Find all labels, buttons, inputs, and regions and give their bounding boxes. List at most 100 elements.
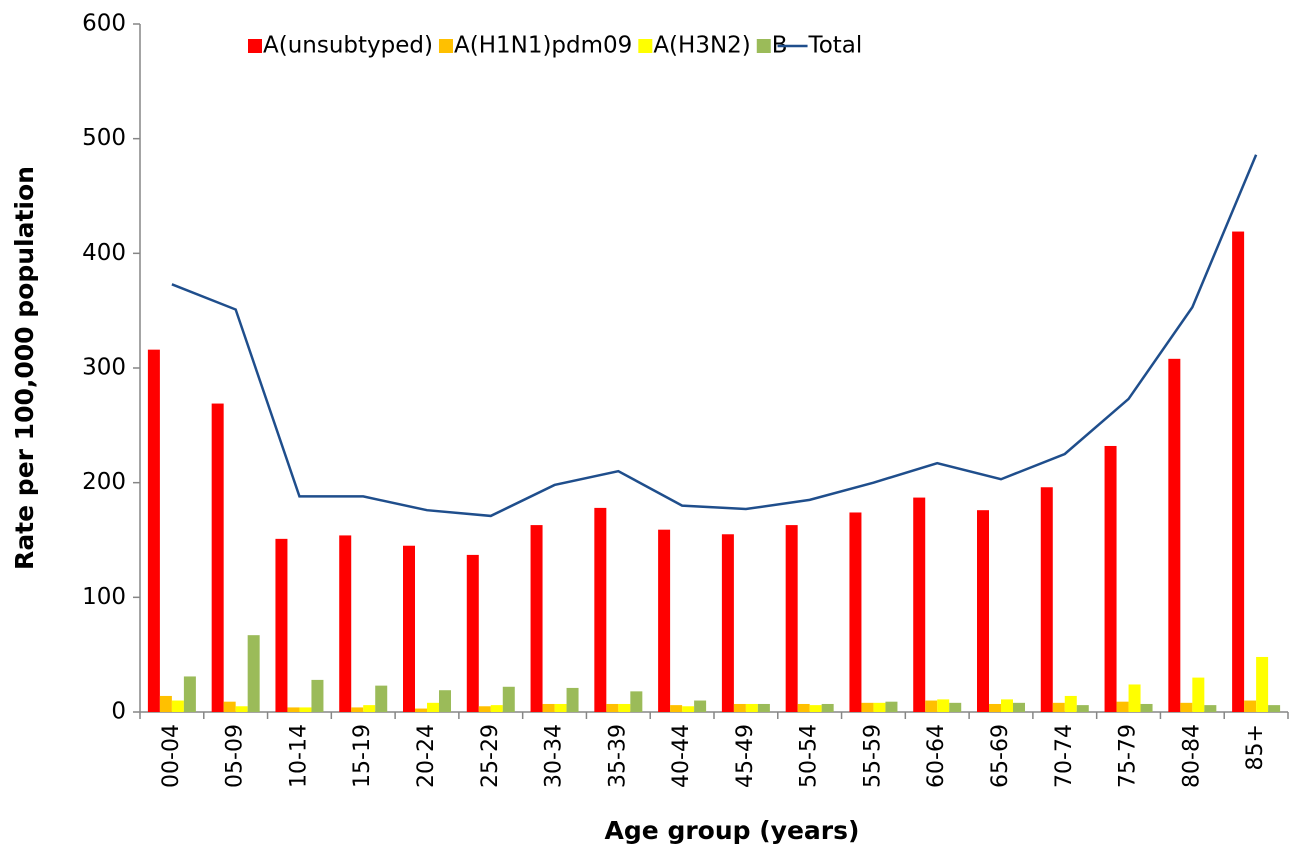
x-tick-label: 75-79 <box>1116 724 1141 788</box>
x-tick-label: 45-49 <box>733 724 758 788</box>
x-tick-label: 70-74 <box>1052 724 1077 788</box>
x-tick-label: 50-54 <box>797 724 822 788</box>
bar <box>694 700 707 712</box>
x-tick-label: 00-04 <box>159 724 184 788</box>
x-tick-label: 20-24 <box>414 724 439 788</box>
bar <box>1232 231 1245 712</box>
bar <box>1180 702 1193 712</box>
x-tick-label: 30-34 <box>542 724 567 788</box>
bar <box>1244 700 1257 712</box>
bar <box>594 507 607 712</box>
bar <box>721 534 734 712</box>
y-tick-label: 100 <box>82 584 126 610</box>
bar <box>913 497 926 712</box>
x-tick-label: 35-39 <box>605 724 630 788</box>
bar <box>147 349 160 712</box>
bar <box>682 706 695 712</box>
legend-swatch <box>756 39 771 53</box>
bar <box>502 686 515 712</box>
bar <box>1204 705 1217 712</box>
bar <box>658 529 671 712</box>
bar <box>211 403 224 712</box>
y-tick-label: 500 <box>82 125 126 151</box>
legend-label: A(H1N1)pdm09 <box>454 33 632 59</box>
bar <box>873 702 886 712</box>
x-tick-label: 80-84 <box>1179 724 1204 788</box>
bar <box>223 701 236 712</box>
bar <box>849 512 862 712</box>
bar <box>618 703 631 712</box>
bar <box>311 679 324 712</box>
y-tick-label: 0 <box>111 699 126 725</box>
bar <box>351 707 364 712</box>
bar <box>375 685 388 712</box>
bar <box>403 545 415 712</box>
bar <box>287 707 300 712</box>
x-tick-label: 40-44 <box>669 724 694 788</box>
bar <box>235 706 248 712</box>
bar <box>885 701 898 712</box>
bar <box>785 525 798 712</box>
bar <box>159 695 172 712</box>
bar <box>1256 656 1269 712</box>
y-tick-label: 600 <box>82 11 126 37</box>
bar <box>554 703 567 712</box>
bar <box>247 635 260 712</box>
bar <box>1052 702 1065 712</box>
bar <box>466 554 479 712</box>
bar <box>821 703 834 712</box>
bar <box>606 703 619 712</box>
bar <box>745 703 758 712</box>
bar <box>861 702 874 712</box>
legend-swatch <box>438 39 453 53</box>
x-tick-label: 60-64 <box>924 724 949 788</box>
bar <box>1168 358 1181 712</box>
x-tick-label: 15-19 <box>350 724 375 788</box>
bar <box>339 535 352 712</box>
y-tick-label: 400 <box>82 240 126 266</box>
x-tick-label: 65-69 <box>988 724 1013 788</box>
legend-swatch <box>248 39 262 53</box>
bar <box>1013 702 1025 712</box>
legend-swatch <box>638 39 653 53</box>
x-tick-label: 55-59 <box>860 724 885 788</box>
bar <box>363 705 376 712</box>
bar <box>490 705 503 712</box>
bar <box>542 703 555 712</box>
bar <box>1116 701 1129 712</box>
y-tick-label: 200 <box>82 469 126 495</box>
y-axis-title: Rate per 100,000 population <box>10 166 39 570</box>
bar <box>415 708 427 712</box>
legend-label: A(H3N2) <box>653 33 750 59</box>
line <box>171 154 1258 518</box>
y-tick-label: 300 <box>82 355 126 381</box>
bar <box>977 510 989 712</box>
x-tick-label: 25-29 <box>478 724 503 788</box>
bar <box>478 706 491 712</box>
bar <box>1140 703 1153 712</box>
bar <box>925 700 938 712</box>
bar <box>1040 487 1053 712</box>
bar <box>299 707 312 712</box>
bar <box>670 705 683 712</box>
bar <box>1128 684 1141 712</box>
bar <box>989 703 1001 712</box>
x-tick-label: 05-09 <box>223 724 248 788</box>
bar <box>949 702 962 712</box>
bar <box>1104 445 1117 712</box>
bar <box>1001 699 1013 712</box>
bar <box>530 525 543 712</box>
bar <box>1192 677 1205 712</box>
bar <box>1268 705 1281 712</box>
bar <box>183 676 196 712</box>
bar <box>937 699 950 712</box>
x-tick-label: 10-14 <box>286 724 311 788</box>
bar <box>630 691 643 712</box>
bar <box>733 703 746 712</box>
bar <box>275 538 288 712</box>
legend-label: A(unsubtyped) <box>263 33 433 59</box>
x-axis-title: Age group (years) <box>605 816 860 845</box>
x-tick-label: 85+ <box>1243 724 1268 770</box>
bar <box>439 690 451 712</box>
